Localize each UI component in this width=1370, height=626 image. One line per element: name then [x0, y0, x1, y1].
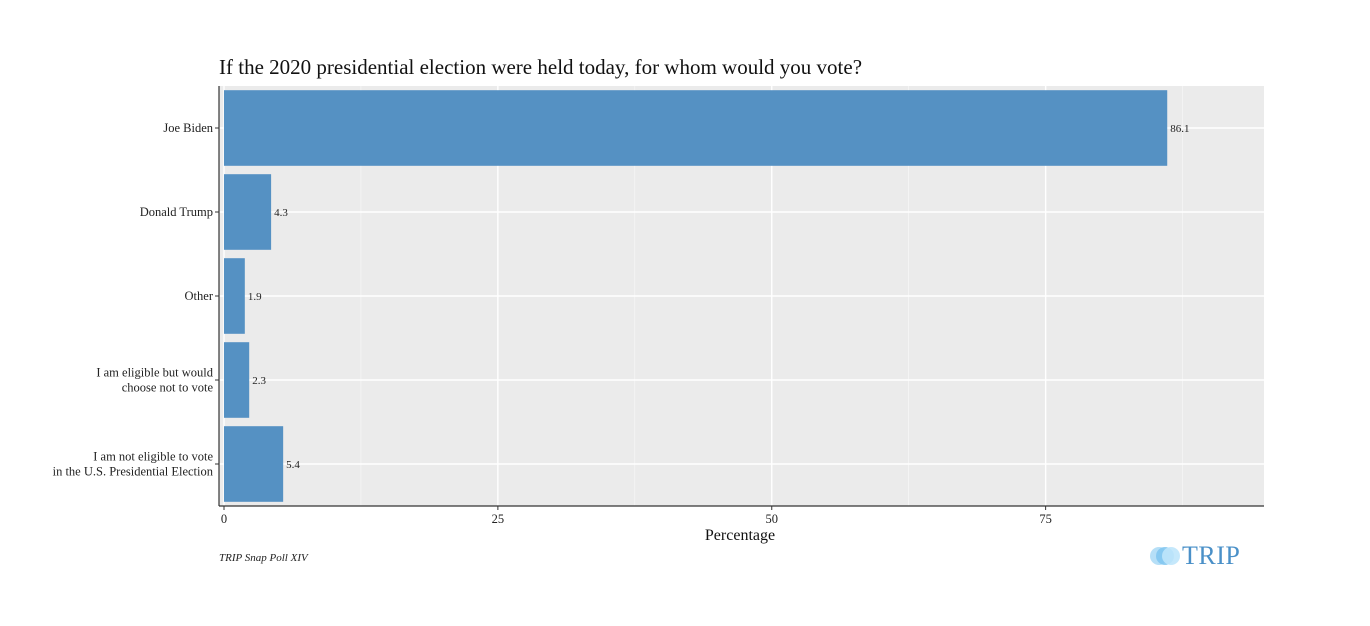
category-label: Joe Biden	[163, 121, 213, 135]
data-label: 5.4	[286, 459, 300, 471]
category-label-line: I am not eligible to vote	[93, 450, 213, 464]
logo-circles-icon	[1150, 547, 1180, 565]
bar	[224, 342, 250, 418]
x-tick-label: 25	[492, 512, 505, 526]
data-label: 1.9	[248, 291, 262, 303]
bar	[224, 426, 284, 502]
category-label-line: Other	[185, 289, 214, 303]
category-label: Other	[185, 289, 214, 303]
bar	[224, 174, 272, 250]
category-label-line: in the U.S. Presidential Election	[53, 465, 214, 479]
logo-text: TRIP	[1182, 541, 1241, 570]
category-label-line: Donald Trump	[140, 205, 213, 219]
bar	[224, 90, 1168, 166]
category-label-line: Joe Biden	[163, 121, 213, 135]
category-label: Donald Trump	[140, 205, 213, 219]
source-note: TRIP Snap Poll XIV	[219, 552, 308, 564]
category-label-line: choose not to vote	[122, 381, 214, 395]
category-label-line: I am eligible but would	[96, 366, 213, 380]
bar	[224, 258, 245, 334]
x-tick-label: 0	[221, 512, 227, 526]
x-tick-label: 50	[766, 512, 779, 526]
data-label: 2.3	[252, 375, 266, 387]
x-tick-label: 75	[1039, 512, 1052, 526]
trip-logo: TRIP	[1150, 541, 1240, 571]
category-label: I am eligible but would choose not to vot…	[96, 366, 213, 395]
x-axis-label: Percentage	[704, 527, 776, 544]
category-label: I am not eligible to vote in the U.S. Pre…	[53, 450, 214, 479]
data-label: 4.3	[274, 207, 288, 219]
data-label: 86.1	[1170, 123, 1189, 135]
chart-title: If the 2020 presidential election were h…	[219, 55, 863, 79]
